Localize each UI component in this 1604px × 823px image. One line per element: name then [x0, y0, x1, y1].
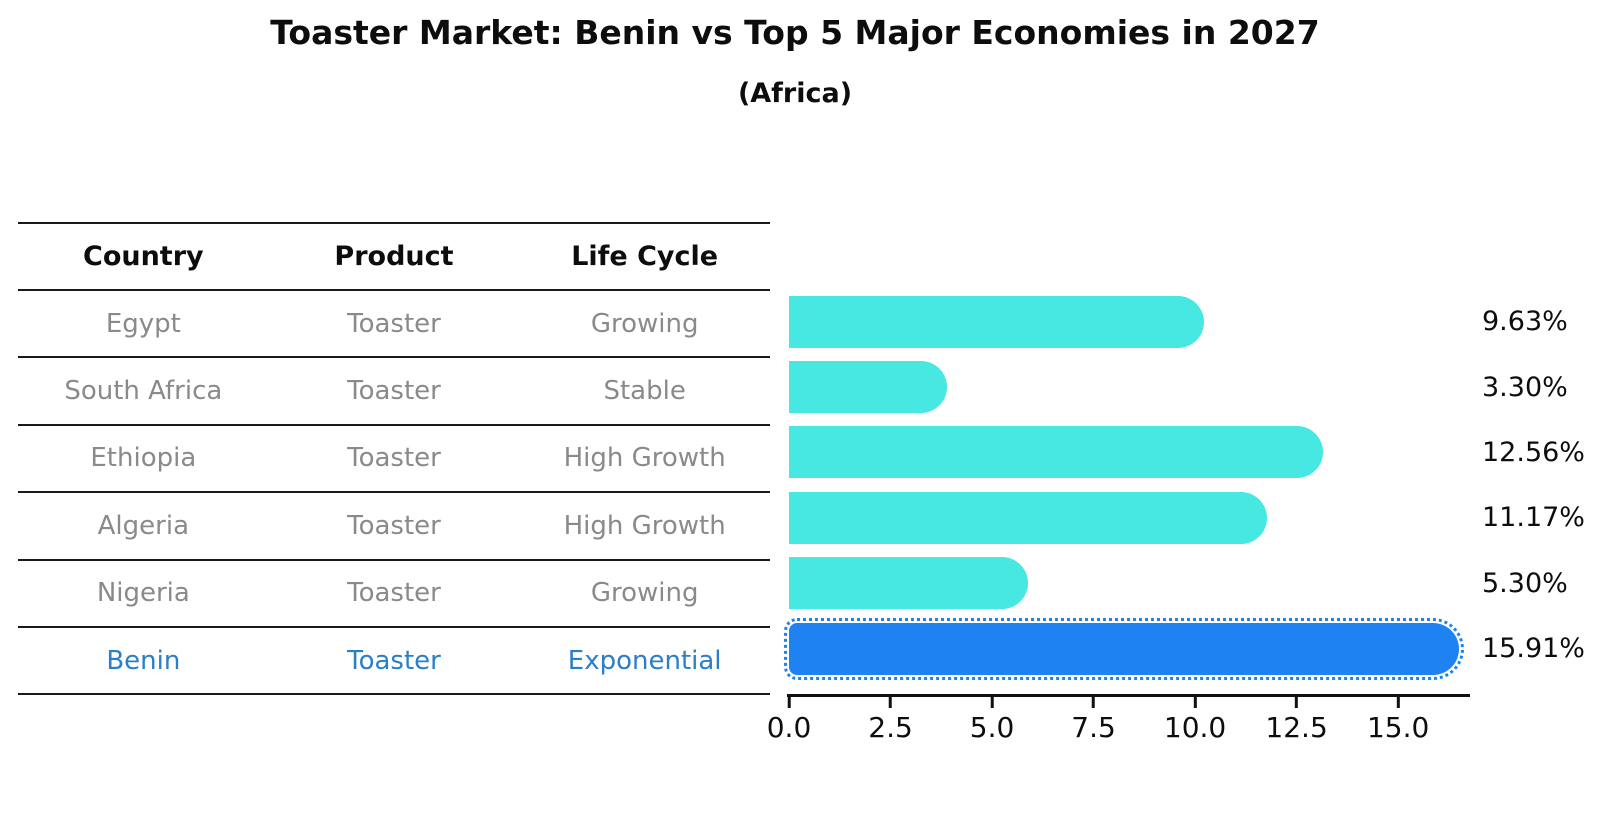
tick-mark	[1396, 697, 1400, 708]
x-tick-2: 5.0	[969, 697, 1015, 744]
x-tick-6: 15.0	[1367, 697, 1429, 744]
tick-label: 15.0	[1366, 711, 1430, 744]
bar-benin	[783, 617, 1465, 680]
x-axis-ticks: 0.0 2.5 5.0 7.5 10.0 12.5 15.0	[767, 697, 1470, 757]
bar-row	[783, 616, 1470, 681]
table-row-ethiopia: Ethiopia Toaster High Growth	[18, 426, 770, 494]
tick-label: 0.0	[766, 711, 812, 744]
bar-row	[789, 289, 1470, 354]
cell-life-cycle: Stable	[603, 376, 686, 407]
x-axis-line	[787, 694, 1470, 697]
chart-subtitle: (Africa)	[737, 78, 853, 109]
cell-country: South Africa	[64, 376, 223, 407]
cell-product: Toaster	[347, 510, 441, 541]
cell-life-cycle: High Growth	[563, 443, 726, 474]
tick-label: 7.5	[1071, 711, 1116, 744]
table-row-egypt: Egypt Toaster Growing	[18, 291, 770, 359]
bar-plot-area	[783, 289, 1470, 682]
cell-life-cycle: Growing	[590, 308, 699, 339]
value-label-south-africa: 3.30%	[1482, 371, 1568, 403]
tick-label: 5.0	[969, 711, 1015, 744]
cell-product: Toaster	[347, 645, 441, 676]
bar-egypt	[789, 295, 1205, 348]
header-product: Product	[334, 241, 454, 272]
table-row-nigeria: Nigeria Toaster Growing	[18, 561, 770, 628]
tick-label: 12.5	[1265, 711, 1328, 744]
bar-row	[789, 420, 1470, 485]
bar-row	[789, 354, 1470, 419]
value-label-algeria: 11.17%	[1482, 502, 1585, 534]
x-tick-4: 10.0	[1164, 697, 1226, 744]
cell-life-cycle: High Growth	[563, 510, 726, 541]
cell-country: Ethiopia	[90, 443, 197, 474]
cell-country: Nigeria	[96, 578, 190, 609]
tick-mark	[1295, 697, 1299, 708]
bar-nigeria	[789, 557, 1029, 610]
chart-title: Toaster Market: Benin vs Top 5 Major Eco…	[270, 13, 1320, 52]
tick-mark	[889, 697, 893, 708]
value-label-nigeria: 5.30%	[1482, 567, 1568, 599]
tick-mark	[1193, 697, 1197, 708]
x-tick-0: 0.0	[766, 697, 812, 744]
cell-life-cycle: Exponential	[567, 645, 722, 676]
value-label-ethiopia: 12.56%	[1482, 436, 1585, 468]
table-row-south-africa: South Africa Toaster Stable	[18, 358, 770, 426]
bar-row	[789, 485, 1470, 550]
country-table: Country Product Life Cycle Egypt Toaster…	[18, 222, 770, 696]
header-country: Country	[83, 241, 204, 272]
x-tick-3: 7.5	[1071, 697, 1116, 744]
value-label-benin: 15.91%	[1482, 633, 1585, 665]
value-label-column: 9.63% 3.30% 12.56% 11.17% 5.30% 15.91%	[1482, 289, 1585, 681]
tick-label: 2.5	[868, 711, 913, 744]
table-header-row: Country Product Life Cycle	[18, 222, 770, 291]
tick-label: 10.0	[1163, 711, 1227, 744]
bar-row	[789, 551, 1470, 616]
cell-country: Egypt	[105, 308, 181, 339]
cell-product: Toaster	[347, 308, 441, 339]
bar-ethiopia	[789, 426, 1324, 479]
x-tick-1: 2.5	[868, 697, 913, 744]
tick-mark	[787, 697, 791, 708]
bar-south-africa	[789, 361, 947, 414]
cell-product: Toaster	[347, 376, 441, 407]
header-life-cycle: Life Cycle	[571, 241, 719, 272]
cell-country: Algeria	[97, 510, 189, 541]
x-tick-5: 12.5	[1265, 697, 1328, 744]
cell-product: Toaster	[347, 443, 441, 474]
cell-country: Benin	[106, 645, 181, 676]
table-row-benin: Benin Toaster Exponential	[18, 628, 770, 696]
tick-mark	[990, 697, 994, 708]
cell-product: Toaster	[347, 578, 441, 609]
tick-mark	[1092, 697, 1096, 708]
value-label-egypt: 9.63%	[1482, 306, 1568, 338]
bar-algeria	[789, 491, 1267, 544]
table-row-algeria: Algeria Toaster High Growth	[18, 493, 770, 561]
cell-life-cycle: Growing	[590, 578, 699, 609]
